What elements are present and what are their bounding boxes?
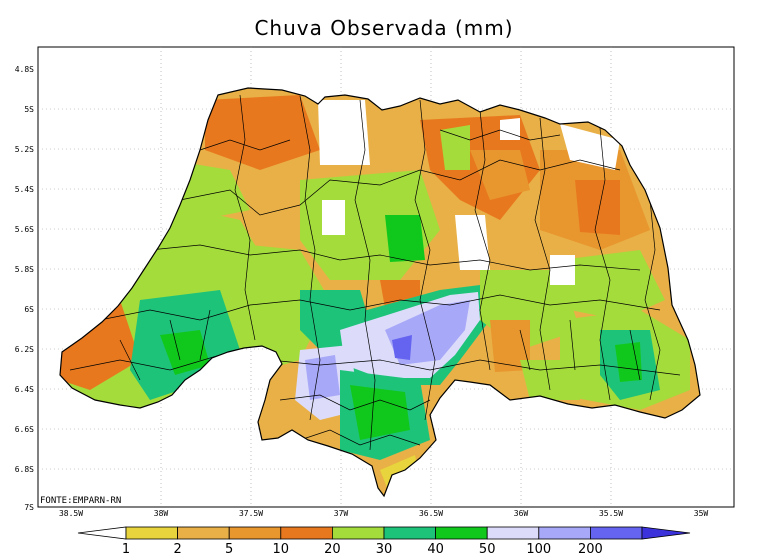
colorbar-swatch	[641, 526, 691, 540]
colorbar-swatch	[228, 526, 282, 540]
lon-tick: 37.5W	[239, 509, 263, 518]
lon-tick: 35.5W	[599, 509, 623, 518]
colorbar-label: 30	[376, 542, 393, 557]
source-label: FONTE:EMPARN-RN	[40, 496, 121, 506]
colorbar-swatch	[77, 526, 127, 540]
colorbar-label: 40	[427, 542, 444, 557]
colorbar-swatch	[177, 526, 230, 540]
lat-tick: 4.8S	[15, 65, 34, 74]
colorbar-swatch	[486, 526, 540, 540]
colorbar-label: 10	[273, 542, 290, 557]
colorbar-label: 200	[578, 542, 603, 557]
colorbar-label: 1	[122, 542, 130, 557]
colorbar-label: 100	[526, 542, 551, 557]
lat-tick: 6S	[24, 305, 34, 314]
colorbar-swatch	[590, 526, 643, 540]
colorbar-swatch	[331, 526, 385, 540]
lat-tick: 6.8S	[15, 465, 34, 474]
lat-tick: 6.4S	[15, 385, 34, 394]
lon-ticks: 38.5W 38W 37.5W 37W 36.5W 36W 35.5W 35W	[59, 509, 708, 518]
lat-tick: 6.2S	[15, 345, 34, 354]
colorbar-label: 50	[479, 542, 496, 557]
lat-tick: 5S	[24, 105, 34, 114]
colorbar: 1 2 5 10 20 30 40 50 100 200	[77, 526, 691, 557]
map-title: Chuva Observada (mm)	[254, 16, 514, 40]
colorbar-label: 5	[225, 542, 233, 557]
lat-tick: 5.2S	[15, 145, 34, 154]
colorbar-swatch	[435, 526, 488, 540]
lat-ticks: 4.8S 5S 5.2S 5.4S 5.6S 5.8S 6S 6.2S 6.4S…	[15, 65, 34, 512]
lat-tick: 6.6S	[15, 425, 34, 434]
municipal-boundaries	[69, 94, 681, 451]
lon-tick: 36W	[514, 509, 529, 518]
colorbar-swatch	[383, 526, 436, 540]
lon-tick: 37W	[334, 509, 349, 518]
lat-tick: 5.6S	[15, 225, 34, 234]
lat-tick: 7S	[24, 503, 34, 512]
lon-tick: 35W	[694, 509, 709, 518]
colorbar-swatch	[280, 526, 333, 540]
colorbar-label: 20	[324, 542, 341, 557]
lon-tick: 36.5W	[419, 509, 443, 518]
lat-tick: 5.8S	[15, 265, 34, 274]
colorbar-label: 2	[173, 542, 181, 557]
lon-tick: 38.5W	[59, 509, 83, 518]
colorbar-swatch	[125, 526, 178, 540]
lat-tick: 5.4S	[15, 185, 34, 194]
lon-tick: 38W	[154, 509, 169, 518]
colorbar-swatch	[538, 526, 591, 540]
